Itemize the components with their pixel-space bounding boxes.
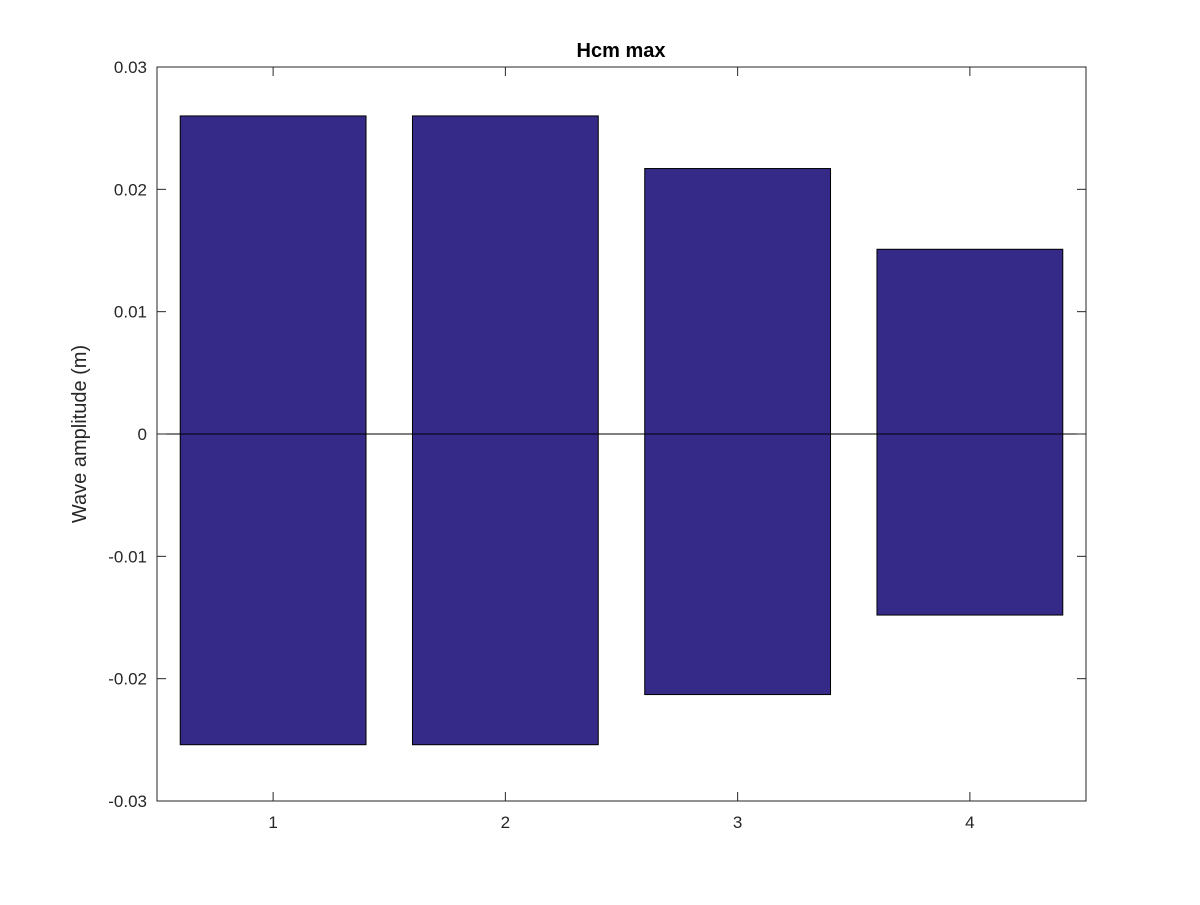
bar-1-positive [179,115,367,435]
y-tick-label: -0.01 [108,547,147,566]
y-tick-label: -0.03 [108,792,147,811]
y-axis-title: Wave amplitude (m) [69,345,91,523]
bar-2-positive [411,115,599,435]
x-tick-label: 3 [733,813,742,832]
x-tick-label: 4 [965,813,974,832]
x-tick-label: 1 [268,813,277,832]
bar-4-positive [876,248,1064,435]
bar-3-positive [644,168,832,435]
y-tick-label: 0 [138,425,147,444]
chart-title: Hcm max [577,40,666,62]
bar-1-negative [179,433,367,746]
bars-layer [179,115,1064,746]
ticks-layer: -0.03 -0.02 -0.01 0 0.01 0.02 0.03 1 2 3 4 [108,58,1086,832]
bar-4-negative [876,433,1064,616]
y-tick-label: 0.03 [114,58,147,77]
y-tick-label: 0.01 [114,303,147,322]
bar-2-negative [411,433,599,746]
x-tick-label: 2 [501,813,510,832]
y-tick-label: -0.02 [108,670,147,689]
bar-3-negative [644,433,832,696]
y-tick-label: 0.02 [114,180,147,199]
